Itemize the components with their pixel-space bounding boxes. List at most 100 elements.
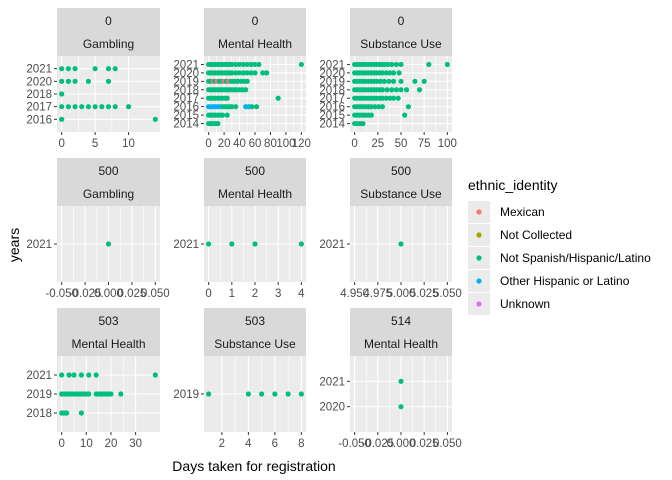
y-tick-label: 2014 [173, 119, 199, 131]
data-point [92, 104, 98, 110]
data-point [298, 391, 304, 397]
data-point [444, 61, 450, 68]
data-point [206, 241, 212, 247]
legend-key [476, 255, 482, 261]
facet-strip-label-top: 514 [391, 314, 411, 328]
facet-strip-label-bottom: Substance Use [214, 337, 296, 351]
data-point [416, 87, 423, 93]
data-point [224, 112, 230, 118]
y-tick-label: 2020 [319, 402, 345, 414]
data-point [229, 70, 235, 76]
x-tick-label: 2 [252, 288, 258, 300]
facet-strip-label-top: 0 [252, 14, 259, 28]
x-tick-label: -0.050 [45, 288, 78, 300]
x-tick-label: 0 [58, 138, 64, 150]
legend-key [476, 278, 482, 284]
data-point [412, 78, 418, 84]
y-tick-label: 2019 [26, 389, 52, 401]
x-tick-label: 5 [92, 138, 98, 150]
y-tick-label: 2018 [173, 85, 199, 97]
data-point [244, 70, 250, 76]
data-point [105, 66, 112, 72]
data-point [252, 241, 258, 247]
data-point [379, 104, 386, 110]
data-point [426, 61, 432, 68]
facet-strip-label-bottom: Gambling [83, 37, 134, 51]
x-tick-label: 0 [351, 138, 357, 150]
y-tick-label: 2014 [319, 119, 345, 131]
data-point [71, 372, 77, 378]
facet-strip-label-bottom: Mental Health [71, 337, 145, 351]
x-tick-label: 2 [219, 438, 225, 450]
x-tick-label: 0 [205, 138, 211, 150]
data-point [236, 61, 243, 68]
data-point [233, 61, 239, 68]
x-tick-label: -0.025 [362, 438, 395, 450]
y-tick-label: 2021 [319, 239, 345, 251]
data-point [240, 70, 247, 76]
y-axis-title: years [6, 228, 22, 262]
data-point [360, 120, 366, 127]
facet-panel: 0 Substance Use 0 25 50 75 100 2014201520162017… [319, 8, 457, 150]
data-point [105, 104, 112, 110]
data-point [403, 87, 410, 93]
data-point [93, 372, 99, 378]
y-tick-label: 2021 [173, 59, 199, 71]
facet-strip-label-bottom: Gambling [83, 187, 134, 201]
data-point [390, 70, 397, 76]
data-point [215, 120, 221, 127]
y-tick-label: 2021 [319, 376, 345, 388]
data-point [224, 95, 230, 101]
x-tick-label: 5.050 [433, 288, 462, 300]
y-tick-label: 2020 [173, 68, 199, 80]
data-point [405, 104, 412, 110]
y-tick-label: 2018 [26, 408, 52, 420]
facet-strip [350, 158, 452, 206]
data-point [59, 78, 65, 84]
x-axis-title: Days taken for registration [172, 458, 335, 474]
y-tick-label: 2015 [319, 110, 345, 122]
data-point [389, 87, 395, 93]
data-point [64, 410, 70, 416]
x-tick-label: 10 [122, 138, 135, 150]
data-point [105, 241, 112, 247]
x-tick-label: 80 [264, 138, 277, 150]
data-point [260, 70, 266, 76]
data-point [65, 66, 71, 72]
y-tick-label: 2021 [173, 239, 199, 251]
x-tick-label: 0.000 [94, 288, 123, 300]
x-tick-label: 0 [205, 288, 211, 300]
y-tick-label: 2020 [26, 76, 52, 88]
y-tick-label: 2016 [319, 102, 345, 114]
data-point [72, 78, 78, 84]
data-point [389, 61, 395, 68]
x-tick-label: 0.050 [141, 288, 170, 300]
x-tick-label: 0.025 [118, 288, 147, 300]
data-point [72, 104, 78, 110]
data-point [244, 78, 250, 84]
data-point [390, 95, 397, 101]
facet-strip [57, 158, 160, 206]
x-tick-label: 8 [298, 438, 304, 450]
x-tick-label: 6 [272, 438, 278, 450]
legend-title: ethnic_identity [468, 177, 558, 193]
data-point [298, 61, 304, 68]
data-point [105, 78, 112, 84]
facet-strip-label-bottom: Mental Health [218, 187, 292, 201]
data-point [381, 78, 387, 84]
data-point [372, 104, 378, 110]
facet-strip-label-top: 500 [391, 164, 411, 178]
data-point [263, 70, 270, 76]
data-point [59, 66, 65, 72]
legend-label: Not Collected [500, 228, 572, 242]
facet-strip-label-bottom: Substance Use [360, 37, 442, 51]
data-point [66, 372, 72, 378]
data-point [249, 104, 255, 110]
data-point [233, 104, 239, 110]
y-tick-label: 2021 [26, 64, 52, 76]
data-point [79, 104, 85, 110]
data-point [379, 87, 386, 93]
